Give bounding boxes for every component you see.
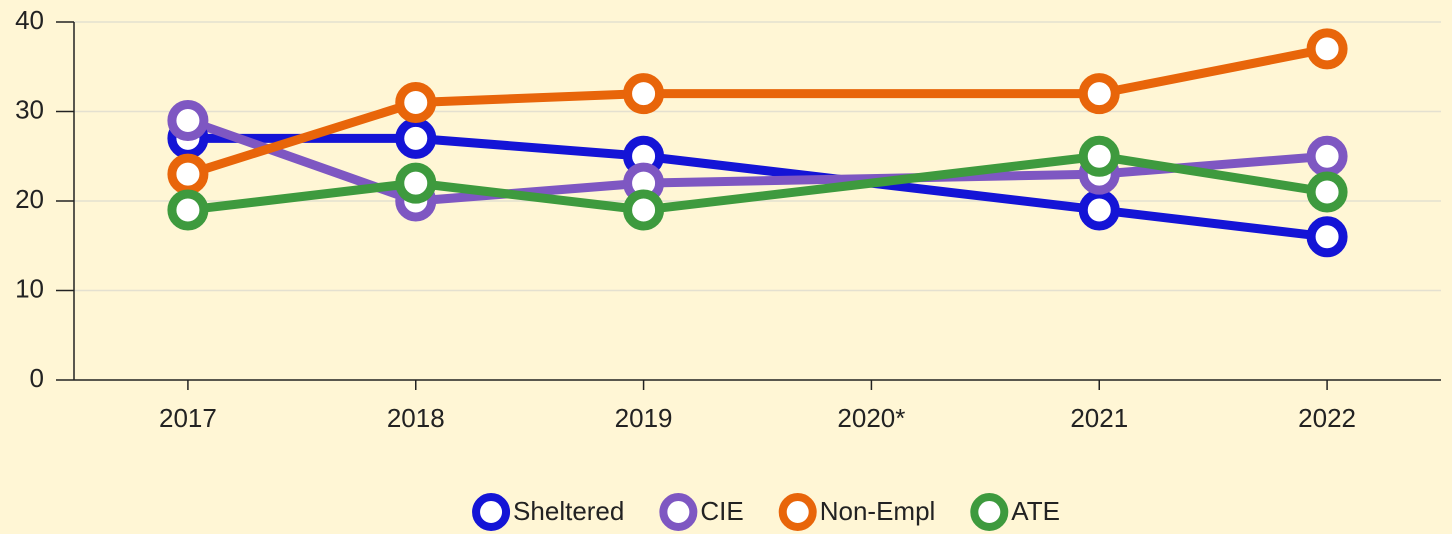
legend-label: Sheltered — [513, 496, 624, 526]
legend: Sheltered CIE Non-Empl ATE — [472, 493, 1060, 531]
y-tick-label: 20 — [15, 184, 44, 214]
legend-marker — [970, 493, 1009, 531]
point — [623, 73, 665, 115]
legend-marker — [472, 493, 511, 531]
point — [167, 189, 209, 231]
legend-label: Non-Empl — [820, 496, 936, 526]
point — [1078, 189, 1120, 231]
x-tick-label: 2019 — [615, 403, 673, 433]
point — [1306, 171, 1348, 213]
point — [623, 189, 665, 231]
y-tick-label: 30 — [15, 94, 44, 124]
x-tick-label: 2022 — [1298, 403, 1356, 433]
legend-label: CIE — [700, 496, 743, 526]
x-tick-label: 2017 — [159, 403, 217, 433]
x-tick-label: 2021 — [1070, 403, 1128, 433]
x-tick-label: 2020* — [837, 403, 905, 433]
point — [1306, 135, 1348, 177]
point — [167, 153, 209, 195]
point — [1306, 216, 1348, 258]
point — [395, 117, 437, 159]
legend-marker — [778, 493, 817, 531]
y-tick-label: 0 — [30, 363, 44, 393]
point — [395, 82, 437, 124]
point — [395, 162, 437, 204]
point — [1078, 135, 1120, 177]
point — [1306, 28, 1348, 70]
x-tick-label: 2018 — [387, 403, 445, 433]
point — [1078, 73, 1120, 115]
point — [167, 99, 209, 141]
legend-label: ATE — [1011, 496, 1060, 526]
y-tick-label: 10 — [15, 273, 44, 303]
legend-marker — [659, 493, 698, 531]
y-tick-label: 40 — [15, 5, 44, 35]
